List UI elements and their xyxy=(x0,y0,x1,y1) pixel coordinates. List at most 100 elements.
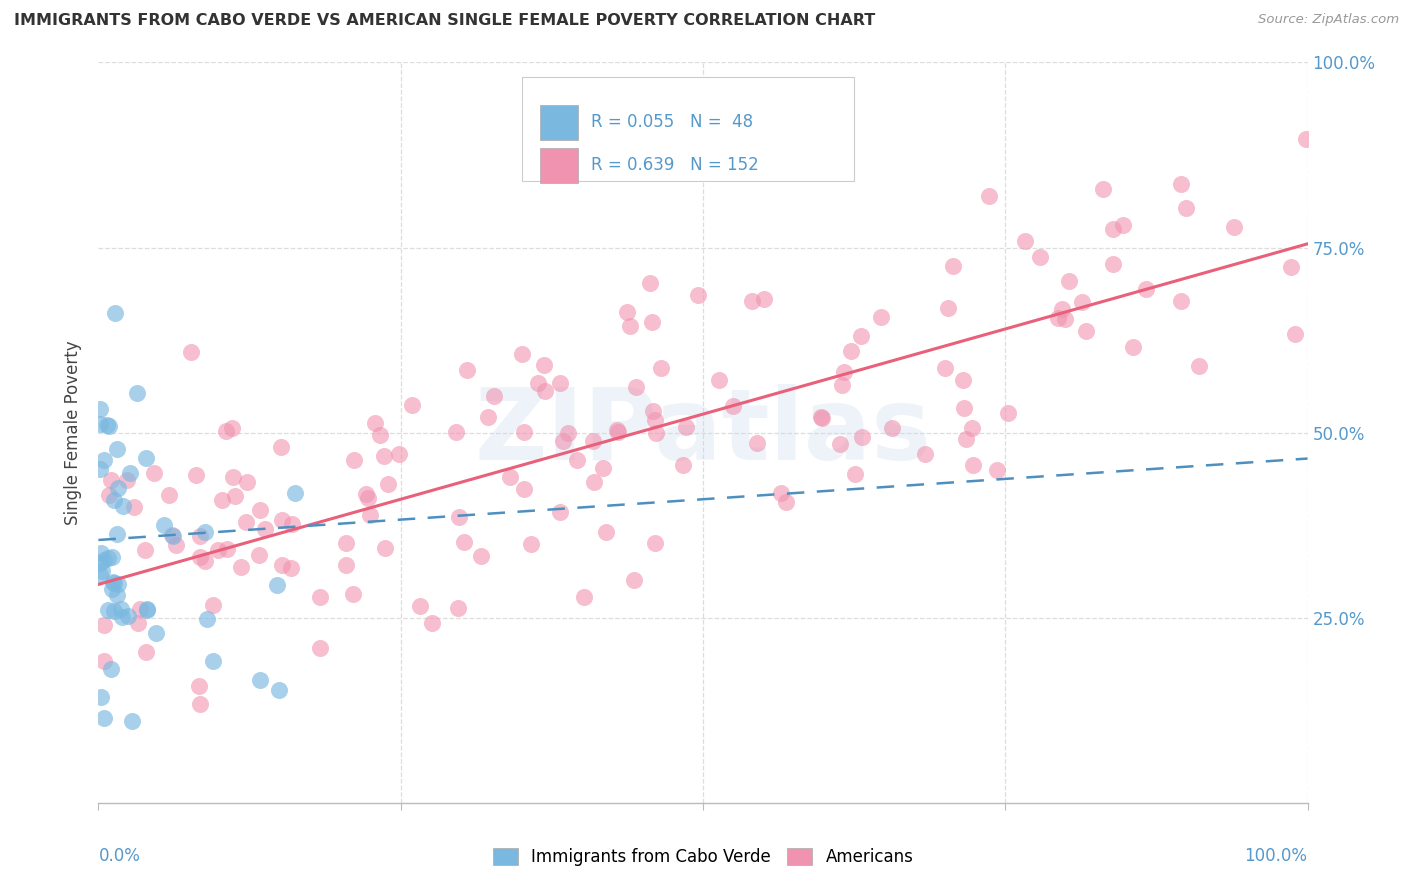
Point xyxy=(134,543,156,558)
Point xyxy=(1170,294,1192,309)
Point xyxy=(831,378,853,392)
Point xyxy=(834,365,856,379)
Point xyxy=(96,418,118,433)
Point xyxy=(456,363,478,377)
Legend: Immigrants from Cabo Verde, Americans: Immigrants from Cabo Verde, Americans xyxy=(484,840,922,875)
Point xyxy=(1076,324,1098,338)
Point xyxy=(510,347,533,361)
Point xyxy=(249,503,271,517)
Point xyxy=(93,453,115,467)
Point xyxy=(373,450,395,464)
Point xyxy=(1284,326,1306,341)
Point xyxy=(188,549,211,564)
Point xyxy=(453,535,475,549)
Point xyxy=(1112,219,1135,233)
Bar xyxy=(540,147,578,183)
Point xyxy=(111,500,134,514)
Point xyxy=(202,654,225,668)
Point xyxy=(830,437,852,451)
Point xyxy=(207,542,229,557)
Point xyxy=(839,344,862,359)
Point xyxy=(188,697,211,711)
Point xyxy=(551,434,574,449)
Point xyxy=(254,523,277,537)
Point xyxy=(1170,177,1192,191)
Point xyxy=(499,470,522,484)
Point xyxy=(104,306,127,320)
Point xyxy=(221,421,243,435)
Point xyxy=(548,376,571,390)
Point xyxy=(335,536,357,550)
Point xyxy=(184,467,207,482)
Point xyxy=(1279,260,1302,274)
Text: IMMIGRANTS FROM CABO VERDE VS AMERICAN SINGLE FEMALE POVERTY CORRELATION CHART: IMMIGRANTS FROM CABO VERDE VS AMERICAN S… xyxy=(14,13,876,29)
Text: 0.0%: 0.0% xyxy=(98,847,141,865)
Point xyxy=(222,470,245,484)
Point xyxy=(374,541,396,555)
Point xyxy=(377,477,399,491)
Point xyxy=(89,417,111,432)
Point xyxy=(267,682,290,697)
Point xyxy=(188,529,211,543)
Point xyxy=(477,410,499,425)
Point xyxy=(810,410,832,425)
Point xyxy=(121,714,143,728)
Point xyxy=(89,462,111,476)
Point xyxy=(447,600,470,615)
Point xyxy=(675,420,697,434)
Point xyxy=(93,655,115,669)
Point xyxy=(420,616,443,631)
Point xyxy=(870,310,893,325)
Point xyxy=(194,524,217,539)
Point xyxy=(111,610,134,624)
Point xyxy=(93,553,115,567)
Text: 100.0%: 100.0% xyxy=(1244,847,1308,865)
Point xyxy=(914,447,936,461)
Point xyxy=(707,373,730,387)
Point xyxy=(335,558,357,572)
Point xyxy=(1029,251,1052,265)
FancyBboxPatch shape xyxy=(522,78,855,181)
Point xyxy=(387,447,409,461)
Point xyxy=(752,293,775,307)
Point xyxy=(955,432,977,446)
Point xyxy=(128,602,150,616)
Point xyxy=(616,304,638,318)
Point xyxy=(120,466,142,480)
Point xyxy=(187,679,209,693)
Point xyxy=(98,419,121,434)
Point xyxy=(249,673,271,688)
Point xyxy=(93,711,115,725)
Point xyxy=(960,421,983,435)
Point xyxy=(1014,234,1036,248)
Point xyxy=(1046,310,1069,325)
Point xyxy=(512,425,534,439)
Point xyxy=(849,328,872,343)
Point xyxy=(484,388,506,402)
Point xyxy=(1122,340,1144,354)
Point xyxy=(194,554,217,568)
Point xyxy=(1295,132,1317,146)
Point xyxy=(533,359,555,373)
Point xyxy=(745,435,768,450)
Point xyxy=(1188,359,1211,373)
Point xyxy=(110,602,132,616)
Point xyxy=(145,625,167,640)
Point xyxy=(686,288,709,302)
Point xyxy=(105,588,128,602)
Point xyxy=(641,315,664,329)
Point xyxy=(215,542,238,557)
Point xyxy=(342,587,364,601)
Point xyxy=(356,487,378,501)
Point xyxy=(135,601,157,615)
Point xyxy=(645,425,668,440)
Point xyxy=(557,425,579,440)
Point xyxy=(769,486,792,500)
Point xyxy=(97,551,120,566)
Point xyxy=(368,427,391,442)
Point xyxy=(1057,274,1080,288)
Point xyxy=(775,494,797,508)
Point xyxy=(1053,312,1076,326)
Point xyxy=(89,568,111,582)
Point xyxy=(640,277,662,291)
